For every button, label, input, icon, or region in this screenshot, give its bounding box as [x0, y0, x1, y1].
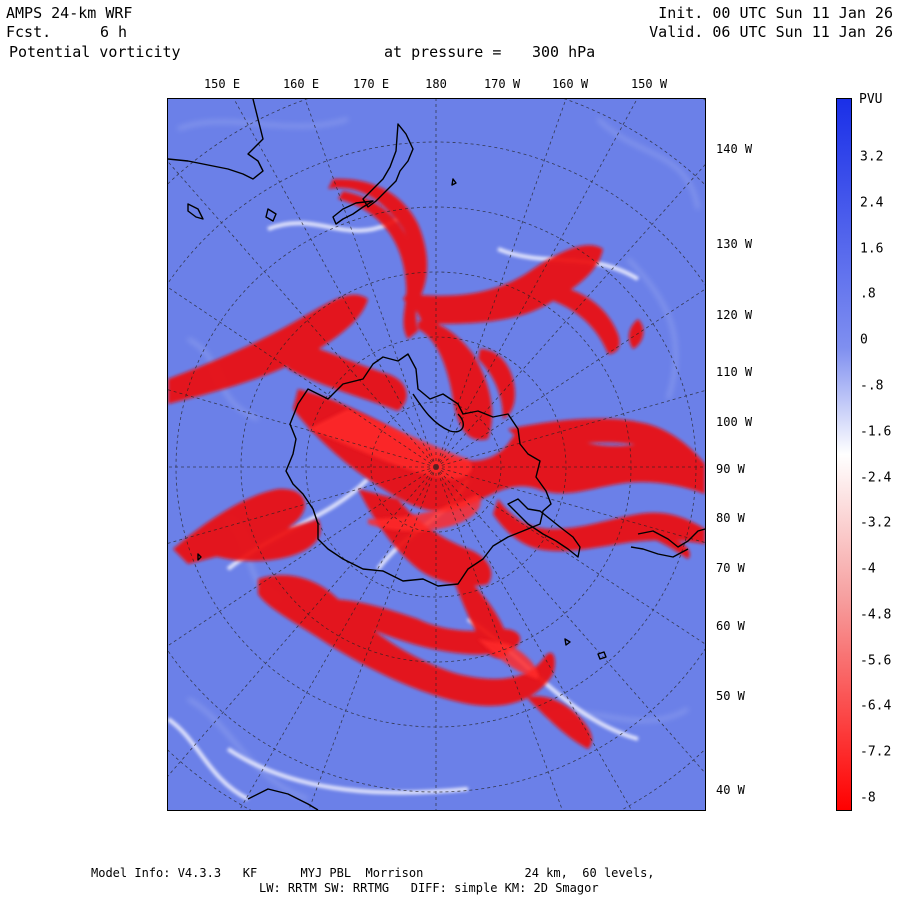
model-info-line1: Model Info: V4.3.3 KF MYJ PBL Morrison 2… — [91, 866, 655, 880]
colorbar-tick-label: -5.6 — [860, 653, 892, 669]
colorbar-tick-label: -.8 — [860, 378, 884, 394]
antarctic-peninsula — [507, 498, 581, 558]
colorbar-tick-label: -4.8 — [860, 607, 892, 623]
lon-label-right: 80 W — [716, 511, 745, 525]
new-zealand-coast — [362, 123, 414, 208]
colorbar-tick-label: -6.4 — [860, 698, 892, 714]
level-label: at pressure = — [384, 43, 502, 61]
lon-label-top: 150 E — [203, 77, 241, 91]
colorbar-tick-label: -4 — [860, 561, 876, 577]
forecast-hour: 6 h — [100, 23, 128, 41]
level-value: 300 hPa — [532, 43, 596, 61]
lon-label-right: 50 W — [716, 689, 745, 703]
coastlines — [168, 99, 705, 810]
field-name: Potential vorticity — [9, 43, 181, 61]
model-info-line2: LW: RRTM SW: RRTMG DIFF: simple KM: 2D S… — [259, 881, 599, 895]
lon-label-top: 150 W — [630, 77, 668, 91]
lon-label-top: 180 — [425, 77, 447, 91]
valid-time: Valid. 06 UTC Sun 11 Jan 26 — [649, 23, 893, 41]
lon-label-right: 140 W — [716, 142, 753, 156]
colorbar-tick-label: 3.2 — [860, 149, 884, 165]
lon-label-right: 70 W — [716, 561, 745, 575]
australia-coast — [168, 99, 264, 180]
colorbar-tick-label: 0 — [860, 332, 868, 348]
lon-label-top: 170 E — [352, 77, 390, 91]
colorbar-tick-label: -3.2 — [860, 515, 892, 531]
graticule — [168, 99, 705, 810]
colorbar-tick-label: -7.2 — [860, 744, 892, 760]
lon-label-right: 120 W — [716, 308, 753, 322]
colorbar-tick-label: -2.4 — [860, 470, 892, 485]
lon-label-right: 110 W — [716, 365, 753, 379]
south-america-coast — [630, 528, 705, 558]
colorbar — [836, 98, 852, 811]
lon-label-right: 100 W — [716, 415, 753, 429]
pv-map[interactable] — [167, 98, 706, 811]
forecast-label: Fcst. — [6, 23, 52, 41]
lon-label-top: 160 W — [551, 77, 589, 91]
lon-label-right: 60 W — [716, 619, 745, 633]
antarctica-coast — [285, 353, 552, 587]
pv-streamers — [168, 178, 705, 749]
lon-label-right: 130 W — [716, 237, 753, 251]
colorbar-tick-label: .8 — [860, 286, 876, 302]
colorbar-tick-label: -1.6 — [860, 424, 892, 440]
colorbar-tick-label: 1.6 — [860, 241, 884, 257]
lon-label-right: 90 W — [716, 462, 745, 476]
colorbar-tick-label: -8 — [860, 790, 876, 806]
lon-label-top: 170 W — [483, 77, 521, 91]
model-title: AMPS 24-km WRF — [6, 4, 133, 22]
colorbar-unit: PVU — [859, 92, 883, 107]
lon-label-top: 160 E — [282, 77, 320, 91]
colorbar-tick-label: 2.4 — [860, 195, 884, 211]
lon-label-right: 40 W — [716, 783, 745, 797]
init-time: Init. 00 UTC Sun 11 Jan 26 — [658, 4, 893, 22]
